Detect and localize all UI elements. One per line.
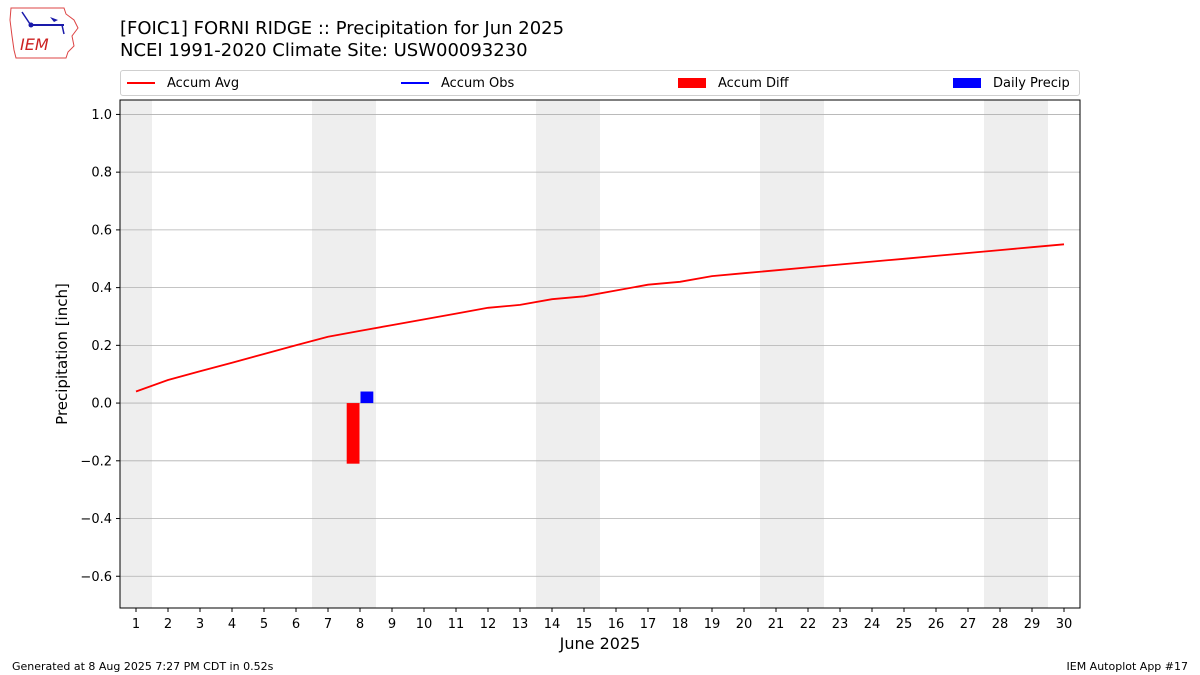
y-tick-label: 0.0 (91, 397, 112, 412)
x-tick-label: 8 (356, 617, 364, 632)
x-tick-label: 2 (164, 617, 172, 632)
iem-logo-text: IEM (20, 35, 49, 54)
weekend-band-day-14 (536, 100, 568, 608)
x-tick-label: 30 (1056, 617, 1073, 632)
x-tick-label: 28 (992, 617, 1009, 632)
x-tick-label: 9 (388, 617, 396, 632)
x-tick-label: 4 (228, 617, 236, 632)
x-tick-label: 16 (608, 617, 625, 632)
x-tick-label: 11 (448, 617, 465, 632)
x-tick-label: 26 (928, 617, 945, 632)
x-tick-label: 20 (736, 617, 753, 632)
y-tick-label: 0.8 (91, 166, 112, 181)
y-axis-label: Precipitation [inch] (53, 283, 71, 425)
x-tick-label: 10 (416, 617, 433, 632)
x-tick-label: 7 (324, 617, 332, 632)
legend-swatch-accum-obs (401, 82, 429, 84)
x-tick-label: 22 (800, 617, 817, 632)
weekend-band-day-15 (568, 100, 600, 608)
x-tick-label: 3 (196, 617, 204, 632)
weekend-band-day-29 (1016, 100, 1048, 608)
x-tick-label: 27 (960, 617, 977, 632)
y-tick-label: 0.6 (91, 223, 112, 238)
x-tick-label: 29 (1024, 617, 1041, 632)
weekend-band-day-22 (792, 100, 824, 608)
autoplot-app-label: IEM Autoplot App #17 (1066, 660, 1189, 673)
legend-swatch-accum-diff (678, 78, 706, 88)
y-axis-ticks-group: −0.6 −0.4 −0.2 0.0 0.2 0.4 0.6 0.8 1.0 (80, 108, 120, 585)
chart-legend: Accum Avg Accum Obs Accum Diff Daily Pre… (120, 70, 1080, 96)
iem-logo-icon: IEM (9, 7, 79, 59)
x-axis-ticks-group: 1 2 3 4 5 6 7 8 9 10 11 12 13 14 15 16 17 18 19 20 21 22 23 24 2… (132, 608, 1072, 632)
weekend-shading-group (120, 100, 1048, 608)
legend-item-accum-diff: Accum Diff (678, 71, 789, 95)
weekend-band-day-8 (344, 100, 376, 608)
weekend-band-day-21 (760, 100, 792, 608)
weekend-band-day-7 (312, 100, 344, 608)
x-tick-label: 18 (672, 617, 689, 632)
legend-item-daily-precip: Daily Precip (953, 71, 1070, 95)
x-tick-label: 21 (768, 617, 785, 632)
daily-precip-bar (360, 391, 374, 404)
x-tick-label: 12 (480, 617, 497, 632)
accum-diff-bar (346, 403, 360, 464)
chart-title: [FOIC1] FORNI RIDGE :: Precipitation for… (120, 18, 565, 39)
x-tick-label: 17 (640, 617, 657, 632)
generated-timestamp: Generated at 8 Aug 2025 7:27 PM CDT in 0… (12, 660, 274, 673)
y-tick-label: 1.0 (91, 108, 112, 123)
legend-item-accum-obs: Accum Obs (401, 71, 514, 95)
y-tick-label: −0.6 (80, 570, 112, 585)
bars-group (346, 391, 374, 464)
legend-label-accum-diff: Accum Diff (718, 75, 789, 91)
x-tick-label: 5 (260, 617, 268, 632)
weekend-band-day-28 (984, 100, 1016, 608)
x-tick-label: 13 (512, 617, 529, 632)
gridlines-group (120, 114, 1080, 577)
x-tick-label: 23 (832, 617, 849, 632)
y-tick-label: 0.4 (91, 281, 112, 296)
x-tick-label: 25 (896, 617, 913, 632)
x-tick-label: 1 (132, 617, 140, 632)
x-axis-label: June 2025 (559, 634, 641, 653)
y-tick-label: 0.2 (91, 339, 112, 354)
y-tick-label: −0.4 (80, 512, 112, 527)
x-tick-label: 24 (864, 617, 881, 632)
x-tick-label: 15 (576, 617, 593, 632)
weekend-band-day-1 (120, 100, 152, 608)
legend-item-accum-avg: Accum Avg (127, 71, 239, 95)
chart-subtitle: NCEI 1991-2020 Climate Site: USW00093230 (120, 40, 528, 61)
legend-swatch-daily-precip (953, 78, 981, 88)
accum-avg-line (135, 243, 1065, 393)
y-tick-label: −0.2 (80, 454, 112, 469)
x-tick-label: 14 (544, 617, 561, 632)
plot-area-frame (119, 99, 1081, 609)
x-tick-label: 6 (292, 617, 300, 632)
x-tick-label: 19 (704, 617, 721, 632)
legend-label-accum-obs: Accum Obs (441, 75, 515, 91)
legend-swatch-accum-avg (127, 82, 155, 84)
legend-label-accum-avg: Accum Avg (167, 75, 240, 91)
legend-label-daily-precip: Daily Precip (993, 75, 1070, 91)
